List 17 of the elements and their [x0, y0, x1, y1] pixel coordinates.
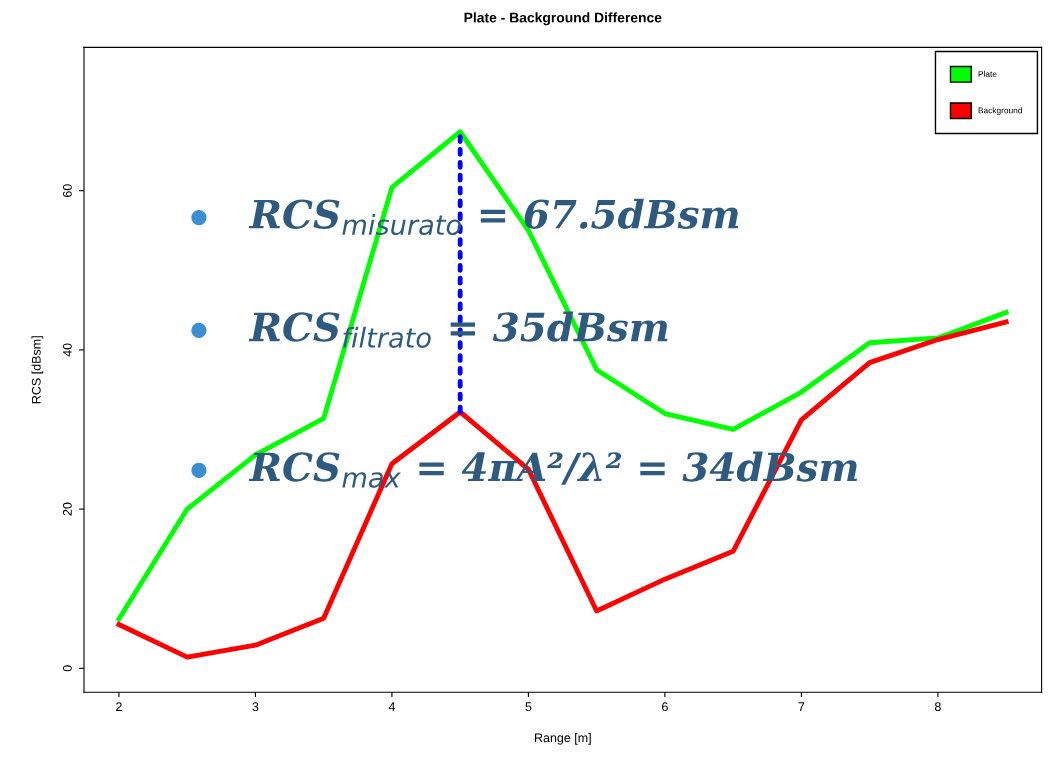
y-tick-label: 0	[62, 665, 72, 672]
x-tick-label: 8	[934, 702, 941, 712]
y-tick-label: 20	[62, 502, 72, 516]
y-tick-label: 60	[62, 184, 72, 197]
y-tick-label: 40	[62, 343, 72, 357]
x-tick-label: 3	[252, 702, 259, 712]
legend-label: Background	[978, 107, 1022, 116]
x-tick-label: 7	[798, 702, 805, 711]
legend-label: Plate	[978, 70, 997, 77]
y-axis-title: RCS [dBsm]	[31, 336, 44, 404]
x-axis-title: Range [m]	[534, 733, 591, 745]
x-tick-label: 5	[525, 702, 532, 712]
x-tick-label: 2	[116, 702, 122, 711]
x-tick-label: 4	[388, 702, 396, 711]
line-series	[116, 129, 1009, 622]
chart-title: Plate - Background Difference	[464, 12, 662, 26]
x-tick-label: 6	[662, 702, 668, 712]
